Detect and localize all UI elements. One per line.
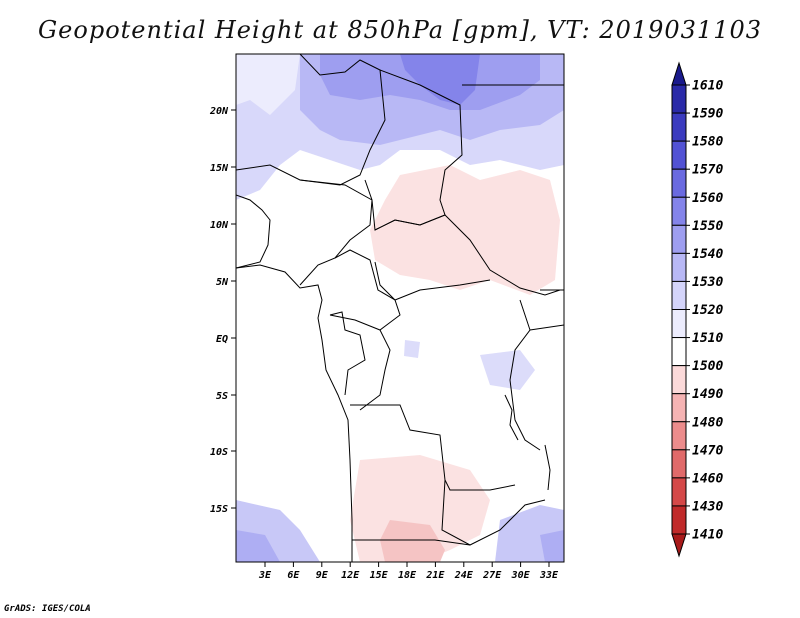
colorbar-label: 1500 bbox=[692, 359, 723, 374]
lake-malawi bbox=[544, 444, 551, 491]
lon-label: 21E bbox=[425, 570, 445, 581]
colorbar-label: 1430 bbox=[692, 499, 723, 514]
lon-label: 9E bbox=[316, 570, 329, 581]
field-region-1490-south bbox=[380, 520, 445, 562]
colorbar-swatch bbox=[671, 252, 687, 282]
latitude-axis: 20N 15N 10N 5N EQ 5S 10S 15S bbox=[209, 106, 236, 515]
field-region-1560 bbox=[400, 54, 480, 105]
colorbar-swatch bbox=[671, 505, 687, 535]
colorbar-label: 1580 bbox=[692, 135, 723, 150]
grads-credit: GrADS: IGES/COLA bbox=[4, 604, 91, 614]
country-borders bbox=[236, 54, 564, 562]
colorbar-label: 1470 bbox=[692, 443, 723, 458]
lon-label: 33E bbox=[539, 570, 559, 581]
lat-label: EQ bbox=[216, 334, 228, 345]
colorbar-swatch bbox=[671, 365, 687, 395]
colorbar-swatch bbox=[671, 140, 687, 170]
colorbar-swatch bbox=[671, 393, 687, 423]
colorbar-label: 1540 bbox=[692, 247, 723, 262]
colorbar-label: 1530 bbox=[692, 275, 723, 290]
longitude-axis: 3E 6E 9E 12E 15E 18E 21E 24E 27E 30E 33E bbox=[258, 562, 559, 581]
colorbar-swatch bbox=[671, 421, 687, 451]
lon-label: 3E bbox=[258, 570, 272, 581]
lon-label: 6E bbox=[287, 570, 300, 581]
field-region-1520-nw bbox=[236, 54, 300, 115]
coastline-gulf bbox=[236, 264, 353, 562]
border-angola bbox=[350, 404, 516, 491]
border-congo bbox=[359, 329, 391, 411]
border-zambia bbox=[441, 479, 546, 546]
colorbar-swatch bbox=[671, 168, 687, 198]
colorbar-swatch bbox=[671, 224, 687, 254]
lake-tanganyika bbox=[504, 394, 519, 441]
field-region-1540-se bbox=[540, 530, 564, 562]
colorbar-label: 1550 bbox=[692, 219, 723, 234]
lon-label: 30E bbox=[511, 570, 531, 581]
colorbar-swatch bbox=[671, 477, 687, 507]
lon-label: 15E bbox=[370, 570, 389, 581]
colorbar-label: 1610 bbox=[692, 79, 723, 94]
colorbar-label: 1560 bbox=[692, 191, 723, 206]
border-cameroon bbox=[329, 249, 401, 331]
border-gabon bbox=[329, 311, 366, 396]
colorbar-swatch bbox=[671, 337, 687, 367]
colorbar-label: 1520 bbox=[692, 303, 723, 318]
field-region-1520-east bbox=[480, 350, 535, 390]
colorbar-label: 1510 bbox=[692, 331, 723, 346]
lat-label: 5N bbox=[216, 277, 229, 288]
map-title: Geopotential Height at 850hPa [gpm], VT:… bbox=[38, 16, 762, 44]
colorbar-label: 1460 bbox=[692, 471, 723, 486]
colorbar-swatch bbox=[671, 196, 687, 226]
colorbar-swatch bbox=[671, 84, 687, 114]
colorbar-bottom-arrow bbox=[671, 533, 687, 558]
border-car bbox=[374, 214, 561, 296]
colorbar-swatch bbox=[671, 280, 687, 310]
coastline-west bbox=[236, 194, 271, 269]
border-tanzania bbox=[529, 324, 564, 331]
border-car-south bbox=[374, 261, 491, 301]
map-frame bbox=[235, 53, 565, 563]
colorbar-label: 1570 bbox=[692, 163, 723, 178]
lat-label: 10S bbox=[210, 447, 228, 458]
field-region-1540-sw bbox=[236, 530, 280, 562]
field-region-1500-north bbox=[370, 165, 560, 295]
border-niger bbox=[236, 54, 386, 186]
field-region-1520-central bbox=[404, 340, 420, 358]
lat-label: 15N bbox=[210, 163, 229, 174]
lat-label: 5S bbox=[216, 391, 228, 402]
border-nigeria bbox=[299, 179, 373, 286]
lat-label: 15S bbox=[210, 504, 228, 515]
colorbar-swatch bbox=[671, 449, 687, 479]
colorbar: 1610 1590 1580 1570 1560 1550 1540 1530 1520 1510… bbox=[671, 61, 723, 558]
colorbar-label: 1480 bbox=[692, 415, 723, 430]
colorbar-label: 1490 bbox=[692, 387, 723, 402]
lon-label: 27E bbox=[482, 570, 502, 581]
colorbar-swatch bbox=[671, 309, 687, 339]
colorbar-label: 1410 bbox=[692, 528, 723, 543]
height-field bbox=[236, 54, 564, 562]
lat-label: 20N bbox=[209, 106, 229, 117]
colorbar-swatch bbox=[671, 112, 687, 142]
lon-label: 24E bbox=[454, 570, 474, 581]
border-chad bbox=[364, 69, 463, 231]
lon-label: 18E bbox=[398, 570, 417, 581]
lon-label: 12E bbox=[341, 570, 360, 581]
colorbar-top-arrow bbox=[671, 61, 687, 86]
colorbar-label: 1590 bbox=[692, 107, 723, 122]
border-namibia bbox=[352, 539, 471, 546]
lat-label: 10N bbox=[210, 220, 229, 231]
